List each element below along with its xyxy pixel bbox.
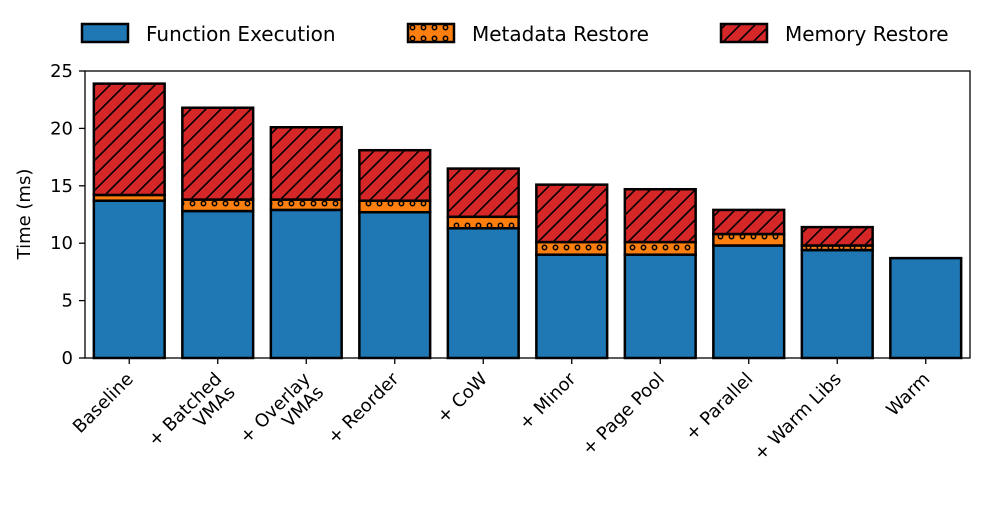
x-tick-label-1: + BatchedVMAs bbox=[144, 369, 239, 464]
legend-swatch-memory-restore bbox=[719, 22, 769, 44]
x-tick-label-8: + Warm Libs bbox=[750, 369, 846, 465]
bar-function-execution-4 bbox=[446, 227, 520, 360]
bar-function-execution-3 bbox=[358, 210, 432, 360]
x-tick-label-6: + Page Pool bbox=[578, 369, 669, 460]
bar-memory-restore-1 bbox=[181, 106, 255, 201]
legend-swatch-metadata-restore bbox=[406, 22, 456, 44]
bar-metadata-restore-5 bbox=[535, 240, 609, 256]
bar-function-execution-2 bbox=[269, 208, 343, 360]
x-tick-label-0: Baseline bbox=[69, 369, 138, 438]
bar-memory-restore-5 bbox=[535, 183, 609, 244]
x-tick-label-4: + CoW bbox=[433, 369, 492, 428]
bar-metadata-restore-4 bbox=[446, 215, 520, 230]
x-tick-label-2: + OverlayVMAs bbox=[236, 368, 329, 461]
bar-function-execution-8 bbox=[800, 248, 874, 360]
y-axis-label: Time (ms) bbox=[14, 169, 35, 261]
bar-metadata-restore-3 bbox=[358, 199, 432, 214]
plot-frame bbox=[84, 70, 971, 359]
bar-metadata-restore-1 bbox=[181, 198, 255, 213]
bar-metadata-restore-7 bbox=[712, 232, 786, 247]
bar-function-execution-6 bbox=[623, 253, 697, 360]
bar-memory-restore-6 bbox=[623, 187, 697, 244]
legend: Function Execution Metadata Restore Memory… bbox=[80, 22, 949, 46]
y-tick-label-5: 25 bbox=[50, 61, 73, 82]
legend-swatch-function-execution bbox=[80, 22, 130, 44]
y-tick-label-0: 0 bbox=[62, 348, 73, 369]
bar-function-execution-5 bbox=[535, 253, 609, 360]
bar-function-execution-7 bbox=[712, 244, 786, 360]
bar-memory-restore-3 bbox=[358, 148, 432, 202]
legend-label-function-execution: Function Execution bbox=[146, 22, 336, 46]
bar-function-execution-9 bbox=[889, 256, 963, 360]
legend-label-metadata-restore: Metadata Restore bbox=[472, 22, 649, 46]
y-tick-label-3: 15 bbox=[50, 176, 73, 197]
bar-memory-restore-8 bbox=[800, 225, 874, 247]
y-tick-label-1: 5 bbox=[62, 291, 73, 312]
bar-memory-restore-7 bbox=[712, 208, 786, 236]
bar-memory-restore-0 bbox=[92, 82, 166, 197]
plot-area: Baseline + BatchedVMAs+ OverlayVMAs+ Reor… bbox=[50, 61, 971, 465]
bar-metadata-restore-6 bbox=[623, 240, 697, 256]
x-tick-label-3: + Reorder bbox=[324, 368, 404, 448]
bar-function-execution-1 bbox=[181, 209, 255, 360]
x-tick-label-5: + Minor bbox=[515, 368, 581, 434]
bar-metadata-restore-2 bbox=[269, 198, 343, 212]
bar-memory-restore-4 bbox=[446, 167, 520, 219]
legend-label-memory-restore: Memory Restore bbox=[785, 22, 949, 46]
x-tick-label-9: Warm bbox=[882, 369, 934, 421]
bar-memory-restore-2 bbox=[269, 126, 343, 201]
x-tick-label-7: + Parallel bbox=[681, 369, 757, 445]
y-tick-label-4: 20 bbox=[50, 118, 73, 139]
y-tick-label-2: 10 bbox=[50, 233, 73, 254]
bar-function-execution-0 bbox=[92, 199, 166, 360]
